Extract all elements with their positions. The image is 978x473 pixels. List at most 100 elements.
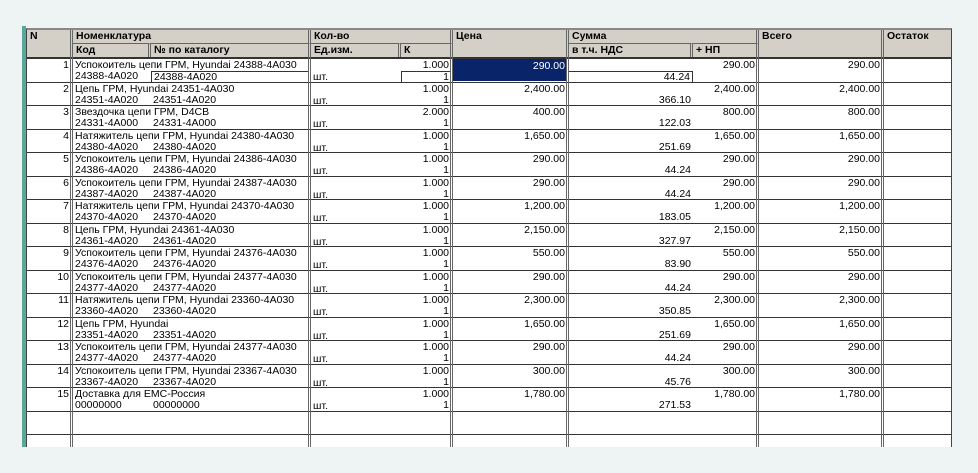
item-quantity[interactable]: 1.000	[422, 154, 449, 165]
item-code[interactable]: 23360-4A020	[75, 306, 139, 317]
item-catalog-number[interactable]: 00000000	[153, 400, 200, 411]
item-vat[interactable]: 44.24	[664, 165, 691, 176]
item-unit[interactable]: шт.	[313, 354, 328, 365]
item-unit[interactable]: шт.	[313, 307, 328, 318]
item-k[interactable]: 1	[443, 329, 449, 341]
item-vat[interactable]: 44.24	[569, 71, 693, 82]
item-catalog-number[interactable]: 24380-4A020	[153, 141, 217, 153]
item-k[interactable]: 1	[443, 165, 449, 176]
table-row[interactable]: 14 Успокоитель цепи ГРМ, Hyundai 23367-4A…	[27, 365, 951, 389]
header-nomenclature[interactable]: Номенклатура	[73, 30, 311, 43]
item-name[interactable]: Успокоитель цепи ГРМ, Hyundai 24386-4A03…	[75, 154, 297, 165]
item-total[interactable]: 290.00	[847, 60, 880, 71]
item-quantity[interactable]: 1.000	[422, 83, 449, 95]
item-unit[interactable]: шт.	[313, 213, 328, 224]
item-name[interactable]: Натяжитель цепи ГРМ, Hyundai 24370-4A030	[75, 201, 295, 212]
item-vat[interactable]: 45.76	[664, 376, 691, 388]
item-vat[interactable]: 44.24	[664, 188, 691, 200]
item-total[interactable]: 290.00	[847, 342, 880, 353]
item-total[interactable]: 1,650.00	[839, 130, 880, 142]
empty-row[interactable]	[27, 412, 951, 435]
item-sum[interactable]: 800.00	[722, 107, 755, 118]
item-price[interactable]: 290.00	[532, 271, 565, 283]
item-total[interactable]: 1,200.00	[839, 201, 880, 212]
item-quantity[interactable]: 1.000	[422, 295, 449, 306]
item-quantity[interactable]: 2.000	[422, 107, 449, 118]
item-unit[interactable]: шт.	[313, 166, 328, 177]
header-vat[interactable]: в т.ч. НДС	[569, 43, 693, 57]
item-price[interactable]: 290.00	[532, 154, 565, 165]
item-sum[interactable]: 300.00	[722, 365, 755, 377]
item-vat[interactable]: 251.69	[658, 329, 691, 341]
row-number[interactable]: 4	[63, 130, 69, 142]
row-number[interactable]: 3	[63, 107, 69, 118]
item-price[interactable]: 300.00	[532, 365, 565, 377]
item-name[interactable]: Цепь ГРМ, Hyundai	[75, 318, 169, 330]
item-vat[interactable]: 271.53	[658, 400, 691, 411]
row-number[interactable]: 10	[57, 271, 69, 283]
item-name[interactable]: Успокоитель цепи ГРМ, Hyundai 24377-4A03…	[75, 271, 297, 283]
item-vat[interactable]: 83.90	[664, 259, 691, 270]
item-sum[interactable]: 290.00	[722, 271, 755, 283]
table-row[interactable]: 5 Успокоитель цепи ГРМ, Hyundai 24386-4A0…	[27, 153, 951, 177]
item-name[interactable]: Натяжитель цепи ГРМ, Hyundai 24380-4A030	[75, 130, 295, 142]
item-price[interactable]: 1,780.00	[524, 389, 565, 400]
item-catalog-number[interactable]: 24370-4A020	[153, 212, 217, 223]
item-unit[interactable]: шт.	[313, 142, 328, 154]
item-catalog-number[interactable]: 24387-4A020	[153, 188, 217, 200]
item-name[interactable]: Успокоитель цепи ГРМ, Hyundai 24376-4A03…	[75, 248, 297, 259]
header-price[interactable]: Цена	[453, 30, 569, 57]
item-k[interactable]: 1	[443, 141, 449, 153]
item-k[interactable]: 1	[443, 376, 449, 388]
table-row[interactable]: 6 Успокоитель цепи ГРМ, Hyundai 24387-4A0…	[27, 177, 951, 200]
item-quantity[interactable]: 1.000	[422, 177, 449, 189]
item-sum[interactable]: 290.00	[722, 177, 755, 189]
table-row[interactable]: 11 Натяжитель цепи ГРМ, Hyundai 23360-4A0…	[27, 294, 951, 318]
item-price-selected[interactable]: 290.00	[453, 59, 567, 81]
item-k[interactable]: 1	[443, 118, 449, 129]
item-quantity[interactable]: 1.000	[422, 60, 449, 71]
header-catalog[interactable]: № по каталогу	[151, 43, 311, 57]
item-vat[interactable]: 251.69	[658, 141, 691, 153]
row-number[interactable]: 7	[63, 201, 69, 212]
header-np[interactable]: + НП	[693, 43, 759, 57]
header-unit[interactable]: Ед.изм.	[311, 43, 401, 57]
item-sum[interactable]: 290.00	[722, 60, 755, 71]
item-catalog-number[interactable]: 24361-4A020	[153, 235, 217, 247]
item-quantity[interactable]: 1.000	[422, 389, 449, 400]
item-price[interactable]: 1,200.00	[524, 201, 565, 212]
item-sum[interactable]: 1,780.00	[714, 389, 755, 400]
item-unit[interactable]: шт.	[313, 236, 328, 248]
item-code[interactable]: 24370-4A020	[75, 212, 139, 223]
item-name[interactable]: Звездочка цепи ГРМ, D4CB	[75, 107, 210, 118]
item-unit[interactable]: шт.	[313, 377, 328, 389]
item-price[interactable]: 1,650.00	[524, 130, 565, 142]
item-sum[interactable]: 290.00	[722, 154, 755, 165]
row-number[interactable]: 1	[63, 60, 69, 71]
row-number[interactable]: 6	[63, 177, 69, 189]
item-name[interactable]: Натяжитель цепи ГРМ, Hyundai 23360-4A030	[75, 295, 295, 306]
item-price[interactable]: 290.00	[532, 177, 565, 189]
item-total[interactable]: 290.00	[847, 154, 880, 165]
item-price[interactable]: 550.00	[532, 248, 565, 259]
item-total[interactable]: 2,150.00	[839, 224, 880, 236]
item-sum[interactable]: 550.00	[722, 248, 755, 259]
item-catalog-number[interactable]: 24331-4A000	[153, 118, 217, 129]
item-sum[interactable]: 1,650.00	[714, 130, 755, 142]
item-name[interactable]: Успокоитель цепи ГРМ, Hyundai 24387-4A03…	[75, 177, 297, 189]
item-sum[interactable]: 1,200.00	[714, 201, 755, 212]
item-total[interactable]: 800.00	[847, 107, 880, 118]
item-code[interactable]: 24361-4A020	[75, 235, 139, 247]
table-row[interactable]: 15 Доставка для ЕМС-Россия 00000000 0000000…	[27, 388, 951, 412]
item-vat[interactable]: 366.10	[658, 94, 691, 106]
item-sum[interactable]: 1,650.00	[714, 318, 755, 330]
item-k[interactable]: 1	[443, 235, 449, 247]
item-code[interactable]: 24377-4A020	[75, 353, 139, 364]
item-price[interactable]: 2,150.00	[524, 224, 565, 236]
table-row[interactable]: 1 Успокоитель цепи ГРМ, Hyundai 24388-4A0…	[27, 59, 951, 83]
item-k[interactable]: 1	[443, 259, 449, 270]
item-unit[interactable]: шт.	[313, 401, 328, 412]
item-catalog-number[interactable]: 23367-4A020	[153, 376, 217, 388]
item-quantity[interactable]: 1.000	[422, 201, 449, 212]
item-k[interactable]: 1	[443, 306, 449, 317]
